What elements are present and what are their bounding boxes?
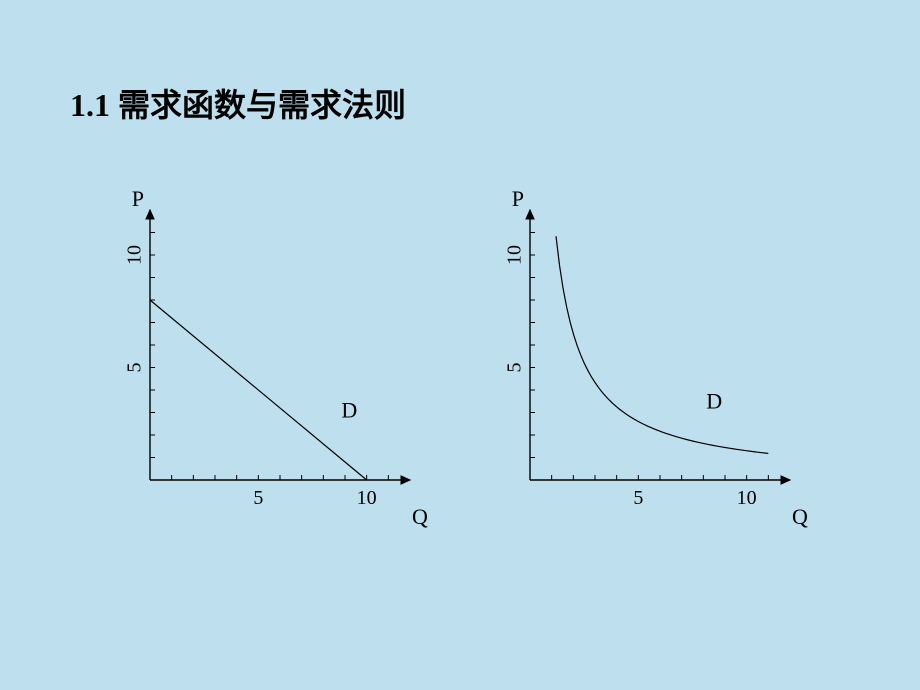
svg-text:5: 5 xyxy=(124,363,146,373)
svg-text:5: 5 xyxy=(253,487,263,509)
svg-text:10: 10 xyxy=(737,487,757,509)
svg-text:10: 10 xyxy=(124,245,146,265)
charts-row: 5 10 5 10 Q P D 5 10 5 10 Q P D xyxy=(80,180,820,540)
svg-text:10: 10 xyxy=(357,487,377,509)
y-axis-label: P xyxy=(512,186,524,211)
page-title: 1.1 需求函数与需求法则 xyxy=(70,80,406,126)
chart-svg: 5 10 5 10 Q P D xyxy=(80,180,440,540)
svg-text:5: 5 xyxy=(504,363,526,373)
svg-text:10: 10 xyxy=(504,245,526,265)
x-axis-label: Q xyxy=(792,504,808,529)
demand-curve xyxy=(556,236,768,453)
slide: 1.1 需求函数与需求法则 5 10 5 10 Q P D 5 10 5 10 Q P D xyxy=(0,0,920,690)
demand-chart-linear: 5 10 5 10 Q P D xyxy=(80,180,440,540)
series-label: D xyxy=(706,389,722,414)
chart-svg: 5 10 5 10 Q P D xyxy=(460,180,820,540)
y-axis-label: P xyxy=(132,186,144,211)
demand-chart-curve: 5 10 5 10 Q P D xyxy=(460,180,820,540)
demand-curve xyxy=(150,300,367,480)
svg-text:5: 5 xyxy=(633,487,643,509)
series-label: D xyxy=(341,398,357,423)
x-axis-label: Q xyxy=(412,504,428,529)
